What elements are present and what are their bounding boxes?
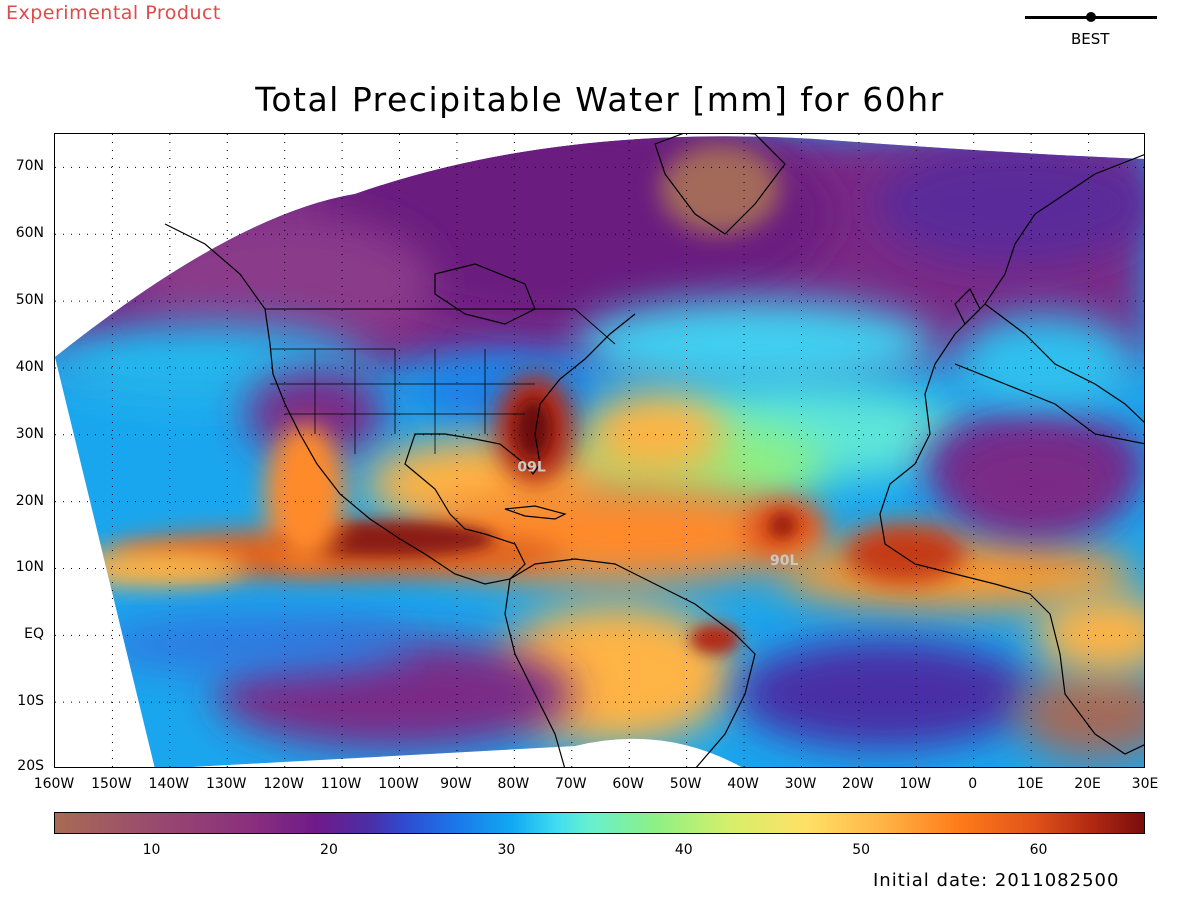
lat-label: 30N	[15, 425, 44, 442]
legend-dot-icon	[1086, 12, 1096, 22]
precipitable-water-map: 90L 09L	[55, 134, 1144, 767]
colorbar	[54, 812, 1145, 834]
storm-label: 09L	[517, 460, 545, 476]
lon-label: 20W	[842, 776, 874, 792]
lat-label: 10N	[15, 559, 44, 576]
lon-label: 110W	[320, 776, 362, 792]
lon-label: 30W	[784, 776, 817, 792]
map-title: Total Precipitable Water [mm] for 60hr	[255, 80, 945, 119]
lon-label: 90W	[440, 776, 472, 792]
lat-label: 50N	[15, 292, 44, 309]
lon-label: 0	[968, 776, 978, 792]
colorbar-tick-label: 60	[1029, 842, 1048, 858]
colorbar-tick-label: 50	[852, 842, 871, 858]
lat-label: 60N	[15, 225, 44, 242]
colorbar-tick-label: 10	[142, 842, 161, 858]
lat-label: 20S	[17, 758, 44, 774]
lon-label: 130W	[205, 776, 247, 792]
lon-label: 50W	[669, 776, 702, 792]
coastlines	[164, 134, 1144, 767]
legend-label: BEST	[1071, 30, 1110, 48]
lat-label: EQ	[24, 626, 44, 643]
lon-label: 30E	[1131, 776, 1159, 792]
colorbar-tick-label: 40	[674, 842, 693, 858]
tpw-field	[55, 136, 1144, 767]
colorbar-tick-label: 20	[320, 842, 338, 858]
lon-label: 70W	[554, 776, 587, 792]
lon-label: 140W	[148, 776, 190, 792]
lat-label: 20N	[15, 492, 44, 509]
lat-label: 10S	[17, 693, 44, 710]
lon-label: 80W	[497, 776, 530, 792]
track-legend: BEST	[1025, 6, 1159, 52]
initial-date: Initial date: 2011082500	[873, 870, 1120, 891]
lon-label: 100W	[378, 776, 419, 792]
lon-label: 10W	[899, 776, 932, 792]
lat-label: 70N	[15, 158, 44, 175]
storm-label: 90L	[770, 553, 798, 569]
map-panel: 90L 09L	[54, 133, 1145, 768]
lon-label: 60W	[612, 776, 645, 792]
lon-label: 10E	[1016, 776, 1044, 792]
lon-label: 20E	[1074, 776, 1101, 792]
lon-label: 40W	[727, 776, 759, 792]
colorbar-tick-label: 30	[497, 842, 516, 858]
lon-label: 150W	[91, 776, 132, 792]
lon-label: 160W	[33, 776, 75, 792]
lon-label: 120W	[263, 776, 304, 792]
lat-label: 40N	[15, 358, 44, 375]
experimental-product-label: Experimental Product	[6, 2, 221, 24]
storm-labels: 90L 09L	[517, 460, 798, 570]
